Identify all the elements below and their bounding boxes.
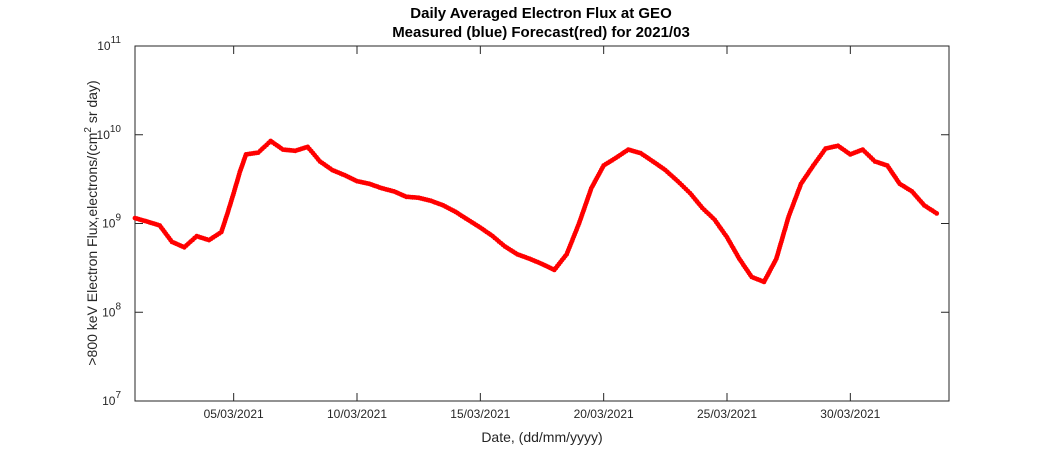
y-tick-label: 1010 <box>97 124 122 142</box>
x-tick-label: 20/03/2021 <box>574 407 634 421</box>
y-tick-label-base: 10 <box>97 39 111 53</box>
y-tick-label-base: 10 <box>102 305 116 319</box>
y-tick-label-exponent: 9 <box>115 213 121 224</box>
y-axis-label-end: sr day) <box>84 80 100 127</box>
data-series <box>132 138 940 285</box>
y-tick-label-base: 10 <box>97 128 111 142</box>
plot-area <box>134 45 950 402</box>
y-tick-label-exponent: 10 <box>110 124 122 135</box>
y-axis-label-main: >800 keV Electron Flux,electrons/(cm <box>84 133 100 366</box>
chart-title: Daily Averaged Electron Flux at GEO <box>410 5 672 22</box>
x-tick-label: 15/03/2021 <box>450 407 510 421</box>
chart-subtitle: Measured (blue) Forecast(red) for 2021/0… <box>392 24 690 41</box>
y-tick-label: 109 <box>102 213 121 231</box>
y-tick-label-base: 10 <box>102 217 116 231</box>
x-tick-label: 25/03/2021 <box>697 407 757 421</box>
y-axis-label: >800 keV Electron Flux,electrons/(cm2 sr… <box>83 80 100 365</box>
y-axis-label-superscript: 2 <box>83 127 94 133</box>
x-tick-label: 30/03/2021 <box>820 407 880 421</box>
x-axis-label: Date, (dd/mm/yyyy) <box>481 429 602 445</box>
y-tick-label: 1011 <box>97 35 121 53</box>
y-tick-label-exponent: 8 <box>115 301 121 312</box>
y-tick-label: 108 <box>102 301 121 319</box>
y-tick-label-exponent: 7 <box>115 390 121 401</box>
x-tick-label: 05/03/2021 <box>204 407 264 421</box>
y-tick-label-exponent: 11 <box>111 35 122 46</box>
y-tick-label-base: 10 <box>102 394 116 408</box>
x-axis-ticks: 05/03/2021 10/03/2021 15/03/2021 20/03/2021… <box>204 46 881 421</box>
x-tick-label: 10/03/2021 <box>327 407 387 421</box>
data-point <box>934 211 940 216</box>
y-tick-label: 107 <box>102 390 121 408</box>
